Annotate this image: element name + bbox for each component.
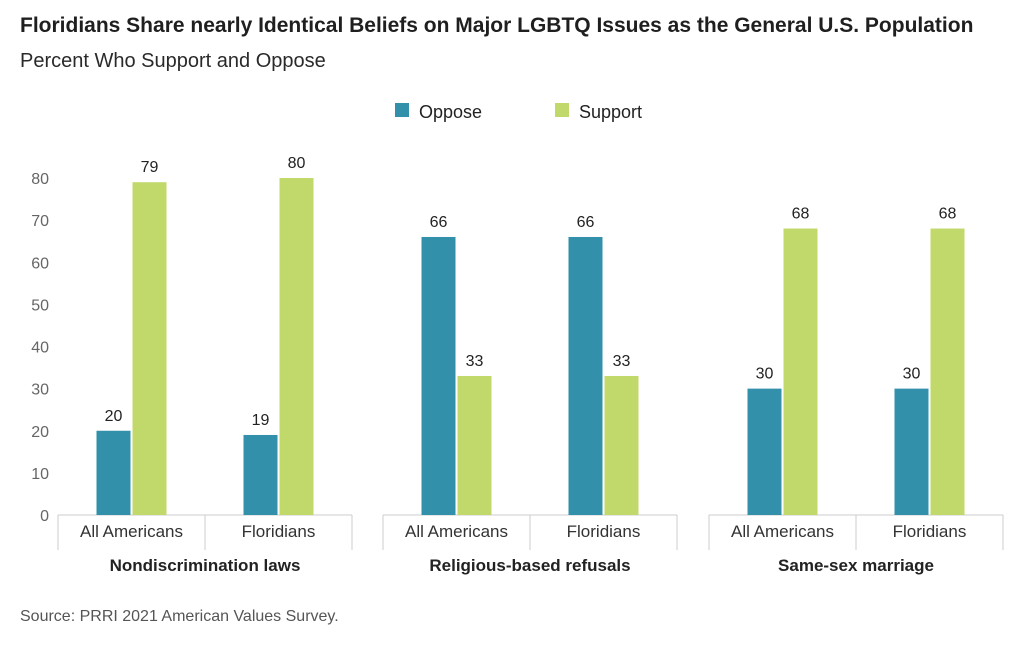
- legend-swatch-support: [555, 103, 569, 117]
- legend-swatch-oppose: [395, 103, 409, 117]
- group-label: Religious-based refusals: [429, 556, 630, 575]
- y-tick-label: 80: [31, 171, 49, 188]
- bar-oppose: [747, 388, 782, 515]
- bar-support: [279, 178, 314, 515]
- y-tick-label: 10: [31, 466, 49, 483]
- group-label: Same-sex marriage: [778, 556, 934, 575]
- y-axis: 0 10 20 30 40 50 60 70 80: [31, 171, 49, 525]
- bar-support: [604, 375, 639, 515]
- chart-subtitle: Percent Who Support and Oppose: [20, 50, 326, 72]
- data-label-support: 80: [288, 155, 306, 172]
- bar-oppose: [243, 434, 278, 515]
- panel-3: 30 68 All Americans 30 68 Floridians Same-sex …: [708, 206, 1004, 575]
- chart-panels: 20 79 All Americans 19 80 Floridians Nondiscri…: [57, 155, 1004, 575]
- data-label-oppose: 20: [105, 408, 123, 425]
- bar-support: [930, 228, 965, 516]
- data-label-support: 68: [792, 206, 810, 223]
- legend-label-support: Support: [579, 102, 642, 122]
- data-label-oppose: 19: [252, 412, 270, 429]
- bar-support: [132, 182, 167, 515]
- chart-legend: Oppose Support: [395, 102, 642, 122]
- bar-oppose: [568, 236, 603, 515]
- y-tick-label: 50: [31, 297, 49, 314]
- data-label-support: 33: [613, 353, 631, 370]
- bar-oppose: [96, 430, 131, 515]
- category-label: All Americans: [405, 522, 508, 541]
- bar-oppose: [421, 236, 456, 515]
- y-tick-label: 20: [31, 424, 49, 441]
- data-label-oppose: 66: [577, 214, 595, 231]
- chart-title: Floridians Share nearly Identical Belief…: [20, 14, 974, 37]
- bar-support: [457, 375, 492, 515]
- y-tick-label: 40: [31, 340, 49, 357]
- group-label: Nondiscrimination laws: [110, 556, 301, 575]
- y-tick-label: 0: [40, 508, 49, 525]
- panel-2: 66 33 All Americans 66 33 Floridians Religious…: [382, 214, 678, 575]
- category-label: Floridians: [242, 522, 316, 541]
- category-label: Floridians: [567, 522, 641, 541]
- data-label-support: 79: [141, 159, 159, 176]
- panel-1: 20 79 All Americans 19 80 Floridians Nondiscri…: [57, 155, 353, 575]
- y-tick-label: 60: [31, 255, 49, 272]
- category-label: All Americans: [731, 522, 834, 541]
- data-label-support: 33: [466, 353, 484, 370]
- source-note: Source: PRRI 2021 American Values Survey…: [20, 608, 339, 625]
- data-label-oppose: 30: [756, 366, 774, 383]
- data-label-support: 68: [939, 206, 957, 223]
- category-label: All Americans: [80, 522, 183, 541]
- data-label-oppose: 66: [430, 214, 448, 231]
- category-label: Floridians: [893, 522, 967, 541]
- y-tick-label: 70: [31, 213, 49, 230]
- legend-label-oppose: Oppose: [419, 102, 482, 122]
- y-tick-label: 30: [31, 382, 49, 399]
- bar-oppose: [894, 388, 929, 515]
- data-label-oppose: 30: [903, 366, 921, 383]
- bar-support: [783, 228, 818, 516]
